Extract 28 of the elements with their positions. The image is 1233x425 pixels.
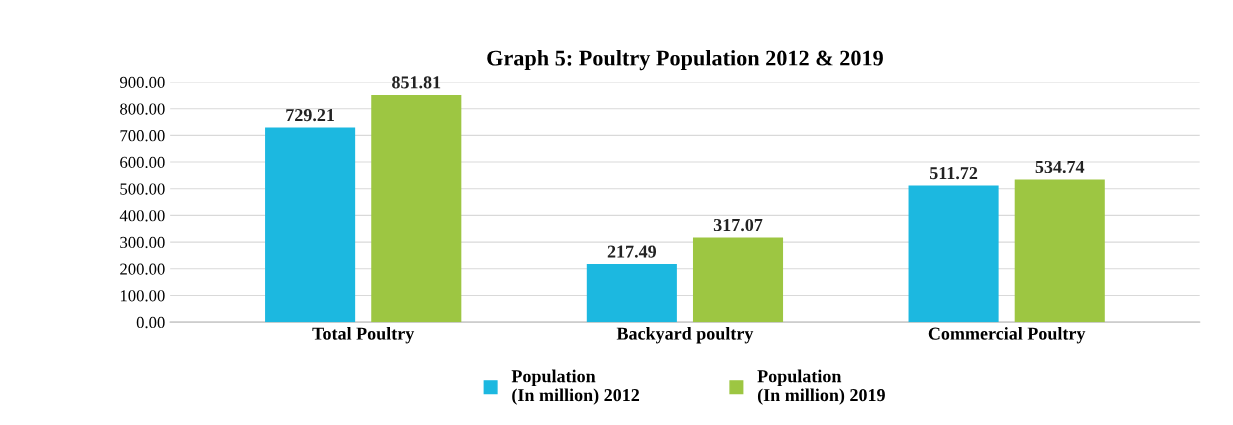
y-tick-label: 500.00 [120,183,165,195]
x-tick-label: Total Poultry [312,327,415,344]
bar [908,185,999,323]
x-tick-label: Commercial Poultry [928,327,1086,344]
y-tick-label: 400.00 [119,210,165,222]
data-label: 217.49 [607,245,657,258]
y-tick-label: 200.00 [120,263,165,275]
data-label: 511.72 [929,167,978,180]
y-tick-label: 800.00 [120,103,165,115]
y-tick-label: 900.00 [120,76,165,89]
y-tick-label: 100.00 [120,290,165,302]
y-tick-label: 300.00 [120,236,165,249]
data-label: 534.74 [1035,160,1085,174]
bar [265,127,356,323]
legend-label: Population (In million) 2012 [511,369,640,405]
x-tick-label: Backyard poultry [616,327,754,344]
data-label: 729.21 [286,109,334,122]
data-label: 317.07 [713,218,763,232]
legend-label: Population (In million) 2019 [757,369,885,405]
data-label: 851.81 [392,76,441,89]
bar [1014,179,1105,323]
y-tick-label: 700.00 [120,130,165,142]
y-tick-label: 0.00 [136,316,165,329]
chart-title: Graph 5: Poultry Population 2012 & 2019 [487,49,883,71]
y-tick-label: 600.00 [120,156,165,169]
bar [586,264,677,323]
bar [371,94,462,323]
bar [692,237,784,323]
